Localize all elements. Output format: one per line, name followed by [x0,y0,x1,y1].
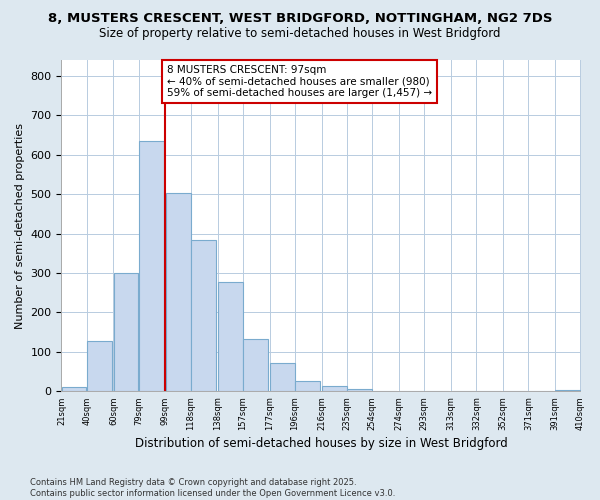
Bar [218,282,242,392]
X-axis label: Distribution of semi-detached houses by size in West Bridgford: Distribution of semi-detached houses by … [134,437,508,450]
Bar [87,341,112,392]
Bar [62,388,86,392]
Bar [295,382,320,392]
Text: Size of property relative to semi-detached houses in West Bridgford: Size of property relative to semi-detach… [99,28,501,40]
Text: 8 MUSTERS CRESCENT: 97sqm
← 40% of semi-detached houses are smaller (980)
59% of: 8 MUSTERS CRESCENT: 97sqm ← 40% of semi-… [167,64,432,98]
Bar [322,386,347,392]
Bar [373,390,397,392]
Bar [114,273,139,392]
Bar [347,390,372,392]
Bar [139,141,164,392]
Bar [166,193,191,392]
Text: 8, MUSTERS CRESCENT, WEST BRIDGFORD, NOTTINGHAM, NG2 7DS: 8, MUSTERS CRESCENT, WEST BRIDGFORD, NOT… [48,12,552,26]
Text: Contains HM Land Registry data © Crown copyright and database right 2025.
Contai: Contains HM Land Registry data © Crown c… [30,478,395,498]
Bar [191,240,216,392]
Y-axis label: Number of semi-detached properties: Number of semi-detached properties [15,122,25,328]
Bar [556,390,580,392]
Bar [243,339,268,392]
Bar [270,362,295,392]
